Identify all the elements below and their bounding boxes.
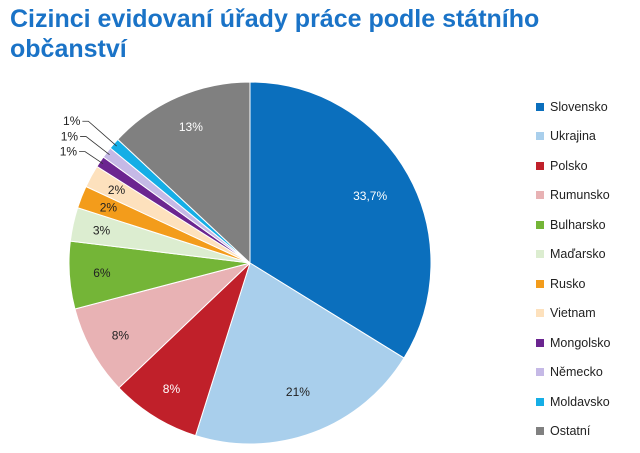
legend-label: Polsko xyxy=(550,158,588,173)
legend-swatch xyxy=(536,132,544,141)
legend-item-maďarsko: Maďarsko xyxy=(536,240,610,270)
legend-swatch xyxy=(536,191,544,200)
legend-item-ostatní: Ostatní xyxy=(536,417,610,447)
legend-swatch xyxy=(536,161,544,170)
data-label-bulharsko: 6% xyxy=(93,266,111,280)
legend-swatch xyxy=(536,338,544,347)
legend-label: Vietnam xyxy=(550,306,596,321)
chart-legend: Slovensko Ukrajina Polsko Rumunsko Bulharsko… xyxy=(536,92,610,446)
legend-item-polsko: Polsko xyxy=(536,151,610,181)
data-label-polsko: 8% xyxy=(163,382,181,396)
leader-line-mongolsko xyxy=(79,151,104,165)
data-label-slovensko: 33,7% xyxy=(353,189,387,203)
pie-slice-polsko xyxy=(118,262,251,437)
data-label-moldavsko: 1% xyxy=(63,114,81,128)
data-label-vietnam: 2% xyxy=(108,183,126,197)
pie-slice-ostatní xyxy=(117,81,251,265)
legend-item-rusko: Rusko xyxy=(536,269,610,299)
legend-swatch xyxy=(536,309,544,318)
legend-label: Ukrajina xyxy=(550,129,596,144)
chart-title: Cizinci evidovaní úřady práce podle stát… xyxy=(10,5,540,63)
legend-label: Slovensko xyxy=(550,99,608,114)
legend-swatch xyxy=(536,397,544,406)
legend-swatch xyxy=(536,427,544,436)
legend-item-německo: Německo xyxy=(536,358,610,388)
legend-swatch xyxy=(536,368,544,377)
legend-item-ukrajina: Ukrajina xyxy=(536,122,610,152)
legend-label: Rusko xyxy=(550,276,586,291)
legend-label: Bulharsko xyxy=(550,217,606,232)
data-label-maďarsko: 3% xyxy=(93,223,111,237)
pie-slice-slovensko xyxy=(249,81,432,359)
legend-item-slovensko: Slovensko xyxy=(536,92,610,122)
legend-item-moldavsko: Moldavsko xyxy=(536,387,610,417)
legend-label: Německo xyxy=(550,365,603,380)
data-label-ostatní: 13% xyxy=(179,120,203,134)
data-label-rusko: 2% xyxy=(100,201,118,215)
legend-item-rumunsko: Rumunsko xyxy=(536,181,610,211)
legend-item-bulharsko: Bulharsko xyxy=(536,210,610,240)
legend-item-vietnam: Vietnam xyxy=(536,299,610,329)
data-label-mongolsko: 1% xyxy=(60,145,78,159)
legend-item-mongolsko: Mongolsko xyxy=(536,328,610,358)
legend-label: Ostatní xyxy=(550,424,591,439)
legend-swatch xyxy=(536,279,544,288)
leader-line-německo xyxy=(80,136,110,155)
leader-line-moldavsko xyxy=(82,120,117,147)
data-label-rumunsko: 8% xyxy=(112,328,130,342)
legend-label: Moldavsko xyxy=(550,394,610,409)
legend-label: Rumunsko xyxy=(550,188,610,203)
legend-swatch xyxy=(536,220,544,229)
data-label-ukrajina: 21% xyxy=(286,385,310,399)
legend-swatch xyxy=(536,102,544,111)
data-label-německo: 1% xyxy=(61,130,79,144)
pie-slice-rumunsko xyxy=(74,262,251,389)
legend-label: Mongolsko xyxy=(550,335,611,350)
pie-slice-ukrajina xyxy=(194,262,405,445)
pie-chart: 33,7%21%8%8%6%3%2%2%1%1%1% 13% xyxy=(60,81,432,445)
legend-swatch xyxy=(536,250,544,259)
legend-label: Maďarsko xyxy=(550,247,606,262)
